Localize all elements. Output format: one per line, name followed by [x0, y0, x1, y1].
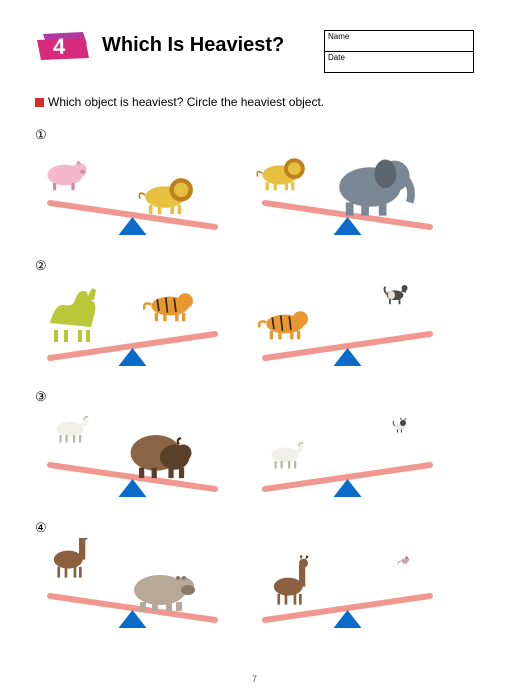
seesaw-pair: [35, 276, 474, 381]
seesaw-figure: [250, 538, 445, 643]
seesaw-left[interactable]: [35, 407, 230, 512]
seesaw-figure: [35, 276, 230, 381]
seesaw-figure: [35, 538, 230, 643]
seesaw-figure: [250, 276, 445, 381]
problems-container: ① ② ③ ④: [35, 127, 474, 643]
seesaw-figure: [35, 407, 230, 512]
seesaw-pair: [35, 538, 474, 643]
name-date-box: Name Date: [324, 30, 474, 73]
page-title: Which Is Heaviest?: [102, 30, 312, 57]
problem-row: ③: [35, 389, 474, 512]
seesaw-left[interactable]: [35, 276, 230, 381]
seesaw-figure: [250, 145, 445, 250]
seesaw-left[interactable]: [35, 145, 230, 250]
page-number: 7: [252, 674, 257, 684]
problem-row: ④: [35, 520, 474, 643]
problem-row: ①: [35, 127, 474, 250]
instruction: Which object is heaviest? Circle the hea…: [35, 95, 474, 109]
seesaw-left[interactable]: [35, 538, 230, 643]
seesaw-pair: [35, 145, 474, 250]
seesaw-figure: [250, 407, 445, 512]
seesaw-pair: [35, 407, 474, 512]
problem-number: ①: [35, 127, 474, 143]
problem-number: ④: [35, 520, 474, 536]
seesaw-right[interactable]: [250, 145, 445, 250]
seesaw-right[interactable]: [250, 538, 445, 643]
seesaw-figure: [35, 145, 230, 250]
problem-row: ②: [35, 258, 474, 381]
problem-number: ②: [35, 258, 474, 274]
problem-number: ③: [35, 389, 474, 405]
seesaw-right[interactable]: [250, 407, 445, 512]
lesson-number: 4: [53, 34, 65, 60]
date-field[interactable]: Date: [325, 52, 473, 72]
instruction-text: Which object is heaviest? Circle the hea…: [48, 95, 324, 109]
name-field[interactable]: Name: [325, 31, 473, 52]
red-marker-icon: [35, 98, 44, 107]
header: 4 Which Is Heaviest? Name Date: [35, 30, 474, 73]
worksheet-page: 4 Which Is Heaviest? Name Date Which obj…: [0, 0, 509, 663]
lesson-badge: 4: [35, 30, 90, 62]
seesaw-right[interactable]: [250, 276, 445, 381]
